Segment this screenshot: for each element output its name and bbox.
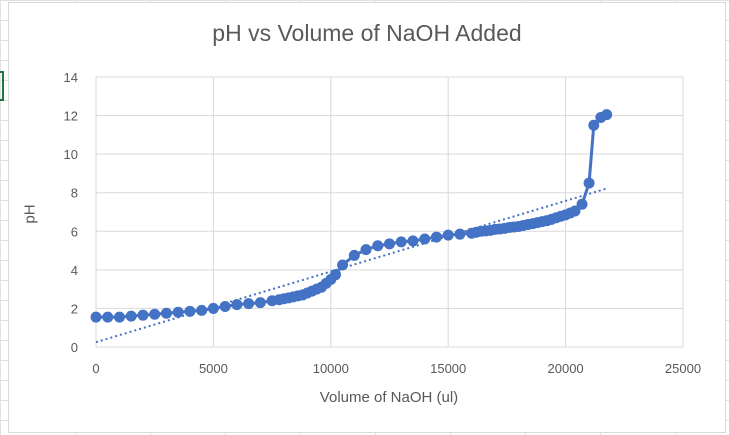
y-axis-title: pH — [21, 204, 39, 224]
data-point[interactable] — [384, 238, 395, 250]
y-tick-label: 4 — [71, 263, 78, 278]
y-tick-label: 10 — [64, 147, 78, 162]
data-point[interactable] — [196, 304, 208, 316]
data-point[interactable] — [90, 311, 102, 323]
x-axis-title: Volume of NaOH (ul) — [319, 389, 459, 406]
data-point[interactable] — [601, 109, 613, 121]
data-point[interactable] — [569, 205, 581, 217]
x-tick-label: 20000 — [548, 361, 584, 376]
data-point[interactable] — [348, 249, 360, 261]
chart-area[interactable] — [8, 2, 726, 433]
data-point[interactable] — [254, 297, 266, 309]
x-tick-label: 10000 — [313, 361, 349, 376]
data-point[interactable] — [337, 259, 349, 271]
series-line — [96, 113, 608, 319]
data-point[interactable] — [419, 233, 431, 245]
y-tick-label: 12 — [64, 109, 78, 124]
x-tick-label: 25000 — [665, 361, 701, 376]
series-points — [90, 109, 613, 323]
x-tick-label: 0 — [92, 361, 99, 376]
y-tick-label: 0 — [71, 340, 78, 355]
data-point[interactable] — [219, 301, 231, 312]
data-point[interactable] — [184, 305, 196, 317]
data-point[interactable] — [430, 231, 442, 243]
y-tick-label: 8 — [71, 186, 78, 201]
chart-title[interactable]: pH vs Volume of NaOH Added — [212, 20, 522, 46]
data-point[interactable] — [407, 235, 419, 247]
data-point[interactable] — [360, 244, 372, 256]
data-point[interactable] — [207, 302, 219, 314]
data-point[interactable] — [454, 228, 466, 240]
y-tick-label: 2 — [71, 301, 78, 316]
trendline — [95, 187, 606, 344]
selected-cell-indicator[interactable] — [0, 71, 4, 101]
data-point[interactable] — [372, 240, 384, 252]
gridlines — [95, 76, 684, 348]
data-point[interactable] — [160, 307, 172, 319]
data-point[interactable] — [113, 311, 125, 323]
x-tick-label: 15000 — [430, 361, 466, 376]
data-point[interactable] — [583, 177, 595, 189]
data-point[interactable] — [588, 119, 600, 131]
data-point[interactable] — [329, 269, 341, 281]
data-point[interactable] — [137, 309, 149, 321]
data-point[interactable] — [243, 298, 255, 310]
data-point[interactable] — [172, 306, 184, 318]
data-point[interactable] — [442, 229, 454, 241]
data-point[interactable] — [125, 310, 137, 322]
data-point[interactable] — [395, 236, 407, 248]
x-tick-label: 5000 — [199, 361, 228, 376]
data-point[interactable] — [102, 311, 114, 323]
y-tick-label: 14 — [64, 70, 78, 85]
y-tick-label: 6 — [71, 224, 78, 239]
y-axis-tick-labels: 0 2 4 6 8 10 12 14 — [64, 70, 78, 355]
x-axis-tick-labels: 0 5000 10000 15000 20000 25000 — [92, 361, 701, 376]
data-point[interactable] — [231, 299, 243, 311]
data-point[interactable] — [149, 308, 161, 320]
data-point[interactable] — [576, 198, 588, 210]
